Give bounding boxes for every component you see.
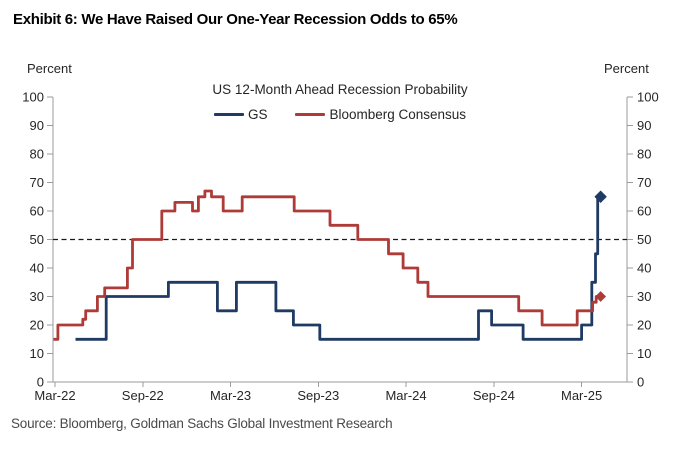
- left-y-tick-label: 30: [30, 289, 44, 304]
- left-y-tick-label: 60: [30, 204, 44, 219]
- right-y-tick-label: 0: [637, 375, 644, 390]
- x-tick-label: Mar-24: [385, 388, 426, 403]
- right-y-tick-label: 100: [637, 90, 659, 105]
- gs-series-line: [75, 195, 601, 341]
- left-y-tick-label: 80: [30, 147, 44, 162]
- bloomberg-consensus-series-line: [53, 189, 601, 341]
- bloomberg-consensus-end-marker: [595, 291, 607, 302]
- legend-bloomberg-consensus-label: Bloomberg Consensus: [329, 107, 467, 122]
- gs-line-swatch: [213, 112, 244, 117]
- right-y-tick-label: 60: [637, 204, 651, 219]
- right-y-tick-label: 70: [637, 175, 651, 190]
- x-tick-label: Sep-22: [122, 388, 164, 403]
- right-y-tick-label: 40: [637, 261, 651, 276]
- right-y-tick-label: 50: [637, 232, 651, 247]
- right-y-tick-label: 20: [637, 318, 651, 333]
- x-tick-label: Sep-24: [473, 388, 515, 403]
- x-tick-label: Mar-23: [210, 388, 251, 403]
- source-note: Source: Bloomberg, Goldman Sachs Global …: [11, 416, 393, 431]
- gs-end-marker: [594, 190, 607, 203]
- left-axis-unit-label: Percent: [27, 61, 72, 76]
- exhibit-title: Exhibit 6: We Have Raised Our One-Year R…: [13, 11, 458, 28]
- x-tick-label: Mar-25: [561, 388, 602, 403]
- right-axis-unit-label: Percent: [604, 61, 649, 76]
- right-y-tick-label: 10: [637, 346, 651, 361]
- right-y-tick-label: 30: [637, 289, 651, 304]
- chart-legend: GS Bloomberg Consensus: [53, 107, 627, 122]
- x-tick-label: Mar-22: [34, 388, 75, 403]
- left-y-tick-label: 70: [30, 175, 44, 190]
- legend-item-bloomberg-consensus: Bloomberg Consensus: [295, 107, 466, 122]
- x-tick-label: Sep-23: [297, 388, 339, 403]
- left-y-tick-label: 20: [30, 318, 44, 333]
- left-y-tick-label: 100: [22, 90, 44, 105]
- left-y-tick-label: 50: [30, 232, 44, 247]
- right-y-tick-label: 80: [637, 147, 651, 162]
- left-y-tick-label: 90: [30, 118, 44, 133]
- bloomberg-consensus-line-swatch: [295, 112, 326, 117]
- right-y-tick-label: 90: [637, 118, 651, 133]
- chart-title: US 12-Month Ahead Recession Probability: [212, 82, 468, 97]
- left-y-tick-label: 0: [37, 375, 44, 390]
- legend-item-gs: GS: [213, 107, 268, 122]
- left-y-tick-label: 10: [30, 346, 44, 361]
- left-y-tick-label: 40: [30, 261, 44, 276]
- legend-gs-label: GS: [247, 107, 268, 122]
